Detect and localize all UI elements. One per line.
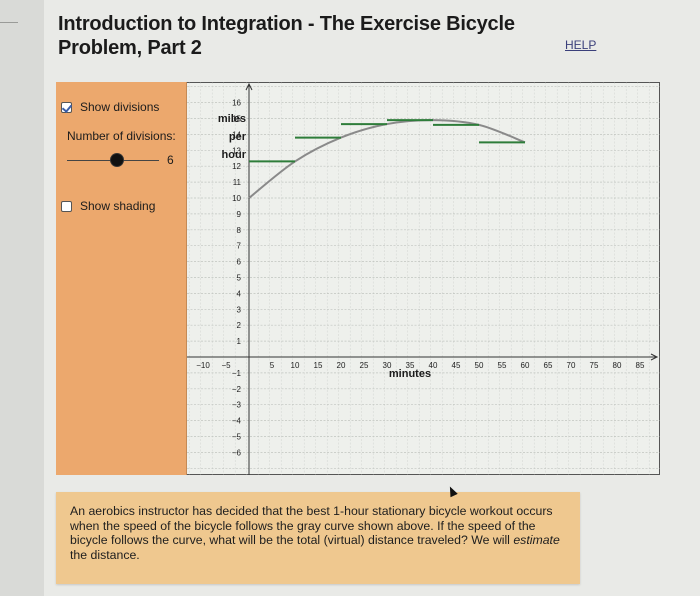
- problem-text-end: the distance.: [70, 547, 140, 562]
- controls-panel: [56, 82, 187, 475]
- help-link[interactable]: HELP: [565, 38, 597, 52]
- svg-text:85: 85: [636, 361, 645, 370]
- svg-text:10: 10: [232, 194, 241, 203]
- svg-text:5: 5: [270, 361, 275, 370]
- svg-text:per: per: [229, 131, 247, 143]
- svg-text:7: 7: [237, 242, 242, 251]
- svg-text:−3: −3: [232, 401, 242, 410]
- svg-text:miles: miles: [218, 113, 246, 125]
- show-shading-toggle[interactable]: Show shading: [61, 199, 155, 213]
- svg-text:13: 13: [232, 146, 241, 155]
- svg-text:40: 40: [429, 361, 438, 370]
- svg-text:20: 20: [337, 361, 346, 370]
- svg-text:15: 15: [232, 115, 241, 124]
- svg-text:11: 11: [233, 178, 242, 187]
- svg-text:60: 60: [521, 361, 530, 370]
- num-divisions-slider[interactable]: [67, 154, 159, 166]
- show-divisions-toggle[interactable]: Show divisions: [61, 100, 159, 114]
- page-title: Introduction to Integration - The Exerci…: [58, 13, 515, 59]
- num-divisions-label: Number of divisions:: [67, 129, 176, 143]
- svg-text:45: 45: [452, 361, 461, 370]
- axis-labels: miles per hour minutes: [218, 113, 431, 380]
- svg-text:30: 30: [383, 361, 392, 370]
- svg-text:−5: −5: [232, 433, 242, 442]
- svg-text:25: 25: [360, 361, 369, 370]
- svg-text:75: 75: [590, 361, 599, 370]
- svg-text:80: 80: [613, 361, 622, 370]
- svg-text:−4: −4: [232, 417, 242, 426]
- division-steps: [249, 119, 525, 163]
- svg-text:1: 1: [237, 337, 242, 346]
- tick-labels: −10 −5 5 10 15 20 25 30 35 40 45 50 55 60 65 70 75 80 85−6…: [196, 99, 645, 458]
- svg-text:50: 50: [475, 361, 484, 370]
- show-shading-label: Show shading: [80, 199, 156, 213]
- problem-emphasis: estimate: [513, 533, 560, 547]
- svg-text:−5: −5: [221, 361, 231, 370]
- svg-text:−6: −6: [232, 448, 242, 457]
- problem-statement: An aerobics instructor has decided that …: [56, 492, 580, 584]
- svg-text:12: 12: [232, 162, 241, 171]
- show-divisions-checkbox[interactable]: [61, 101, 72, 113]
- show-shading-checkbox[interactable]: [61, 200, 72, 212]
- svg-text:15: 15: [314, 361, 323, 370]
- speed-graph: −10 −5 5 10 15 20 25 30 35 40 45 50 55 60 65 70 75 80 85−6…: [187, 82, 660, 475]
- svg-text:hour: hour: [222, 149, 247, 161]
- svg-text:65: 65: [544, 361, 553, 370]
- window-edge: [0, 0, 44, 596]
- svg-text:−2: −2: [232, 385, 242, 394]
- svg-text:70: 70: [567, 361, 576, 370]
- svg-text:2: 2: [237, 321, 242, 330]
- svg-text:35: 35: [406, 361, 415, 370]
- svg-text:minutes: minutes: [389, 368, 431, 380]
- svg-text:4: 4: [237, 289, 242, 298]
- svg-text:16: 16: [232, 99, 241, 108]
- svg-text:−10: −10: [196, 361, 210, 370]
- svg-text:55: 55: [498, 361, 507, 370]
- svg-text:−1: −1: [232, 369, 242, 378]
- problem-text: An aerobics instructor has decided that …: [70, 504, 553, 547]
- grid-lines: [187, 82, 660, 475]
- axes: [187, 82, 659, 475]
- svg-text:14: 14: [232, 130, 241, 139]
- speed-curve: [248, 119, 526, 199]
- svg-text:10: 10: [291, 361, 300, 370]
- num-divisions-value: 6: [167, 153, 174, 167]
- svg-text:9: 9: [237, 210, 242, 219]
- show-divisions-label: Show divisions: [80, 100, 160, 114]
- svg-text:8: 8: [237, 226, 242, 235]
- svg-text:3: 3: [237, 305, 242, 314]
- slider-thumb[interactable]: [111, 154, 123, 166]
- svg-text:5: 5: [237, 274, 242, 283]
- svg-text:6: 6: [237, 258, 242, 267]
